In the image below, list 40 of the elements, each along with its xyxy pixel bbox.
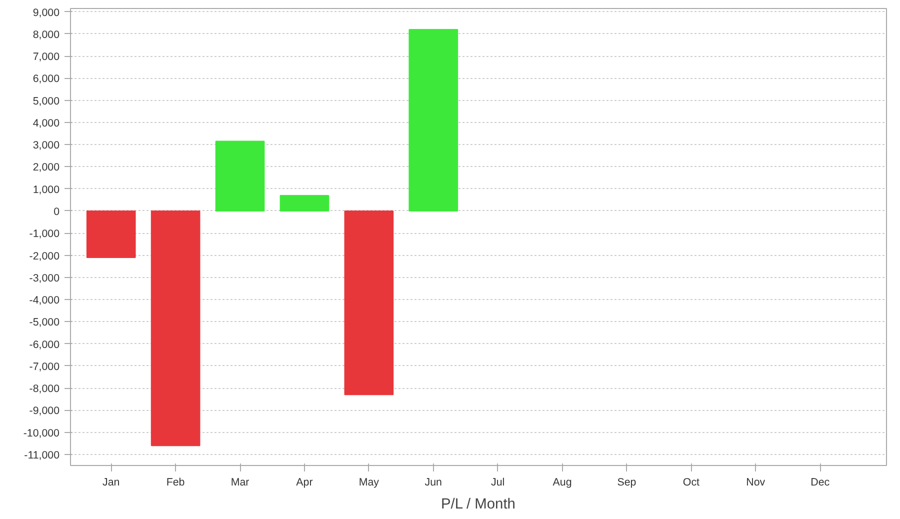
bar [344,210,394,396]
y-tick-label: 6,000 [32,73,60,86]
x-tick-label: Oct [682,476,700,488]
bar [86,210,136,258]
y-tick-label: -11,000 [24,449,60,462]
y-tick-label: 5,000 [32,95,60,108]
x-tick-label: Feb [166,476,185,488]
y-tick-label: 4,000 [32,117,60,130]
y-tick-label: -4,000 [29,294,60,307]
y-tick-label: -7,000 [29,360,60,373]
bar [280,195,330,212]
y-tick-label: -3,000 [29,272,60,284]
x-tick-label: Sep [617,476,636,488]
y-tick-label: -6,000 [29,338,60,351]
x-tick-label: Mar [230,476,250,488]
x-tick-label: Jun [424,476,442,488]
y-tick-label: -8,000 [29,383,60,396]
y-tick-label: -1,000 [29,228,60,240]
x-tick-label: Apr [296,476,314,488]
x-tick-label: Jan [102,476,120,488]
y-tick-label: 8,000 [32,28,60,41]
x-tick-label: Jul [491,476,505,488]
y-tick-label: 1,000 [32,184,60,196]
x-tick-label: Nov [746,476,766,488]
x-axis-title: P/L / Month [441,496,516,512]
bar [215,140,265,212]
x-tick-label: May [358,476,380,488]
y-tick-label: -2,000 [29,250,60,262]
y-tick-label: 7,000 [32,51,60,64]
y-tick-label: 2,000 [32,162,60,174]
x-tick-label: Aug [552,476,572,488]
y-tick-label: 0 [54,206,60,218]
y-tick-label: 9,000 [32,6,60,19]
bar [150,210,200,446]
y-tick-label: -9,000 [29,405,60,418]
y-tick-label: -5,000 [29,316,60,329]
y-tick-label: 3,000 [32,140,60,152]
y-tick-label: -10,000 [23,427,60,440]
x-tick-label: Dec [810,476,830,488]
bar [408,29,458,212]
